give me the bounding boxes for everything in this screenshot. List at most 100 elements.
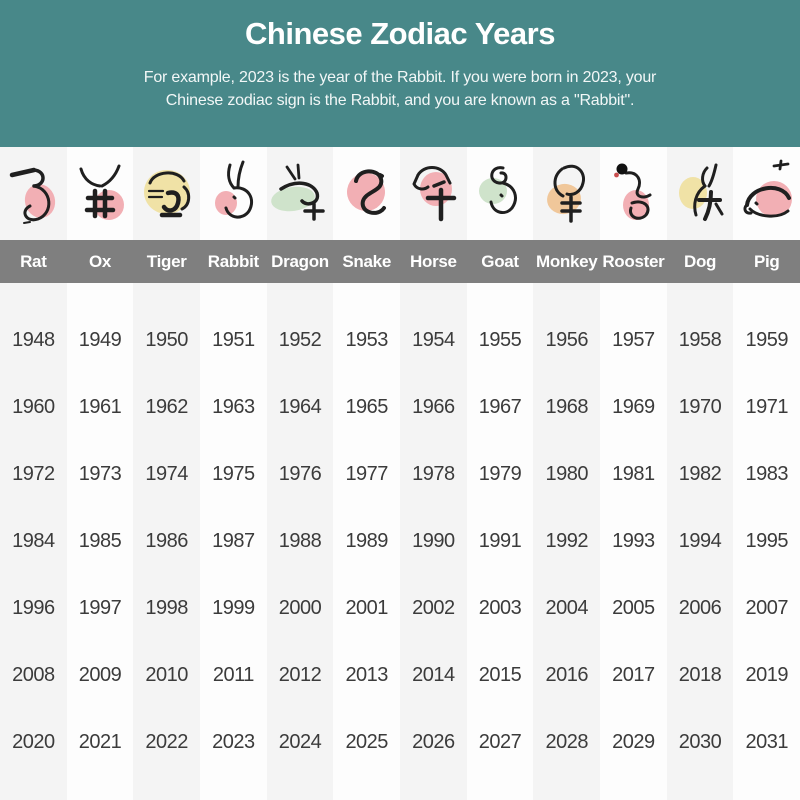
year-cell: 1967: [478, 396, 522, 418]
year-column: 1950 1962 1974 1986 1998 2010 2022: [133, 283, 200, 800]
year-cell: 1998: [145, 597, 188, 619]
zodiac-name-label: Horse: [410, 251, 457, 271]
year-cell: 1984: [12, 530, 55, 552]
year-cell: 1994: [678, 530, 722, 552]
year-cell: 1951: [212, 329, 255, 351]
rabbit-icon: [215, 160, 254, 218]
year-cell: 2011: [212, 664, 255, 686]
year-cell: 2030: [678, 731, 722, 753]
zodiac-column-ox: Ox 1949 1961 1973 1985 1997 2009 2021: [66, 147, 134, 800]
year-column: 1953 1965 1977 1989 2001 2013 2025: [333, 283, 400, 800]
zodiac-icon-cell: [467, 147, 534, 240]
year-cell: 2027: [478, 731, 522, 753]
year-cell: 1964: [278, 396, 322, 418]
year-cell: 2001: [345, 597, 388, 619]
year-cell: 1961: [78, 396, 122, 418]
year-cell: 1970: [678, 396, 722, 418]
year-cell: 1954: [412, 329, 455, 351]
page-title: Chinese Zodiac Years: [245, 16, 555, 51]
zodiac-icon-cell: [333, 147, 400, 240]
year-cell: 2010: [145, 664, 188, 686]
header-banner: Chinese Zodiac Years For example, 2023 i…: [0, 0, 800, 147]
zodiac-name-cell: Monkey: [533, 240, 601, 283]
year-cell: 2024: [278, 731, 322, 753]
zodiac-name-cell: Rooster: [600, 240, 667, 283]
year-cell: 1959: [745, 329, 788, 351]
year-cell: 1990: [412, 530, 455, 552]
zodiac-name-label: Monkey: [535, 251, 598, 271]
year-cell: 2016: [545, 664, 588, 686]
year-cell: 2006: [678, 597, 722, 619]
year-cell: 1949: [78, 329, 122, 351]
year-column: 1952 1964 1976 1988 2000 2012 2024: [267, 283, 334, 800]
year-cell: 2021: [78, 731, 122, 753]
zodiac-name-cell: Ox: [66, 240, 134, 283]
year-cell: 2028: [545, 731, 588, 753]
zodiac-name-cell: Pig: [733, 240, 800, 283]
year-cell: 2018: [678, 664, 722, 686]
year-cell: 2002: [412, 597, 455, 619]
year-cell: 2014: [412, 664, 455, 686]
year-cell: 1953: [345, 329, 388, 351]
year-cell: 2031: [745, 731, 788, 753]
zodiac-column-rat: Rat 1948 1960 1972 1984 1996 2008 2020: [0, 147, 67, 800]
zodiac-name-label: Dog: [683, 251, 717, 271]
year-cell: 1963: [212, 396, 255, 418]
monkey-icon: [546, 164, 585, 223]
zodiac-name-label: Rat: [20, 251, 47, 271]
year-cell: 1977: [345, 463, 388, 485]
year-cell: 1991: [478, 530, 522, 552]
zodiac-icon-cell: [200, 147, 267, 240]
year-column: 1956 1968 1980 1992 2004 2016 2028: [533, 283, 600, 800]
zodiac-icon-cell: [600, 147, 667, 240]
year-cell: 1950: [145, 329, 188, 351]
zodiac-name-label: Goat: [481, 251, 519, 271]
year-cell: 2017: [612, 664, 655, 686]
year-cell: 1980: [545, 463, 588, 485]
dragon-icon: [271, 163, 325, 221]
year-cell: 2004: [545, 597, 588, 619]
year-cell: 1962: [145, 396, 188, 418]
year-cell: 1993: [612, 530, 655, 552]
snake-icon: [346, 168, 386, 215]
year-cell: 2023: [212, 731, 255, 753]
zodiac-icon-cell: [267, 147, 334, 240]
year-cell: 1955: [478, 329, 522, 351]
year-cell: 2026: [412, 731, 455, 753]
year-cell: 1952: [278, 329, 322, 351]
year-cell: 1992: [545, 530, 588, 552]
year-cell: 2007: [745, 597, 788, 619]
year-cell: 1995: [745, 530, 788, 552]
zodiac-column-pig: Pig 1959 1971 1983 1995 2007 2019 2031: [733, 147, 800, 800]
pig-icon: [743, 159, 792, 217]
year-cell: 2020: [12, 731, 55, 753]
zodiac-column-snake: Snake 1953 1965 1977 1989 2001 2013 2025: [333, 147, 401, 800]
year-cell: 1999: [212, 597, 255, 619]
zodiac-name-cell: Dog: [666, 240, 734, 283]
year-cell: 1966: [412, 396, 455, 418]
year-cell: 1976: [278, 463, 322, 485]
zodiac-name-label: Dragon: [271, 251, 329, 271]
year-cell: 2029: [612, 731, 655, 753]
zodiac-column-monkey: Monkey 1956 1968 1980 1992 2004 2016 2028: [533, 147, 601, 800]
year-cell: 1956: [545, 329, 588, 351]
year-cell: 2015: [478, 664, 522, 686]
year-cell: 2012: [278, 664, 322, 686]
zodiac-icon-cell: [667, 147, 734, 240]
year-cell: 1971: [745, 396, 788, 418]
year-cell: 1960: [12, 396, 55, 418]
zodiac-table: Rat 1948 1960 1972 1984 1996 2008 2020 Ox 1949…: [0, 147, 800, 800]
zodiac-column-rooster: Rooster 1957 1969 1981 1993 2005 2017 2029: [600, 147, 667, 800]
zodiac-icon-cell: [400, 147, 467, 240]
year-cell: 2013: [345, 664, 388, 686]
tiger-icon: [143, 169, 190, 217]
year-cell: 1969: [612, 396, 655, 418]
year-cell: 2003: [478, 597, 522, 619]
header-subtitle-line1: For example, 2023 is the year of the Rab…: [143, 69, 657, 86]
zodiac-column-tiger: Tiger 1950 1962 1974 1986 1998 2010 2022: [133, 147, 201, 800]
zodiac-name-cell: Tiger: [133, 240, 201, 283]
zodiac-column-rabbit: Rabbit 1951 1963 1975 1987 1999 2011 2023: [200, 147, 267, 800]
year-cell: 2008: [12, 664, 55, 686]
year-cell: 1957: [612, 329, 655, 351]
